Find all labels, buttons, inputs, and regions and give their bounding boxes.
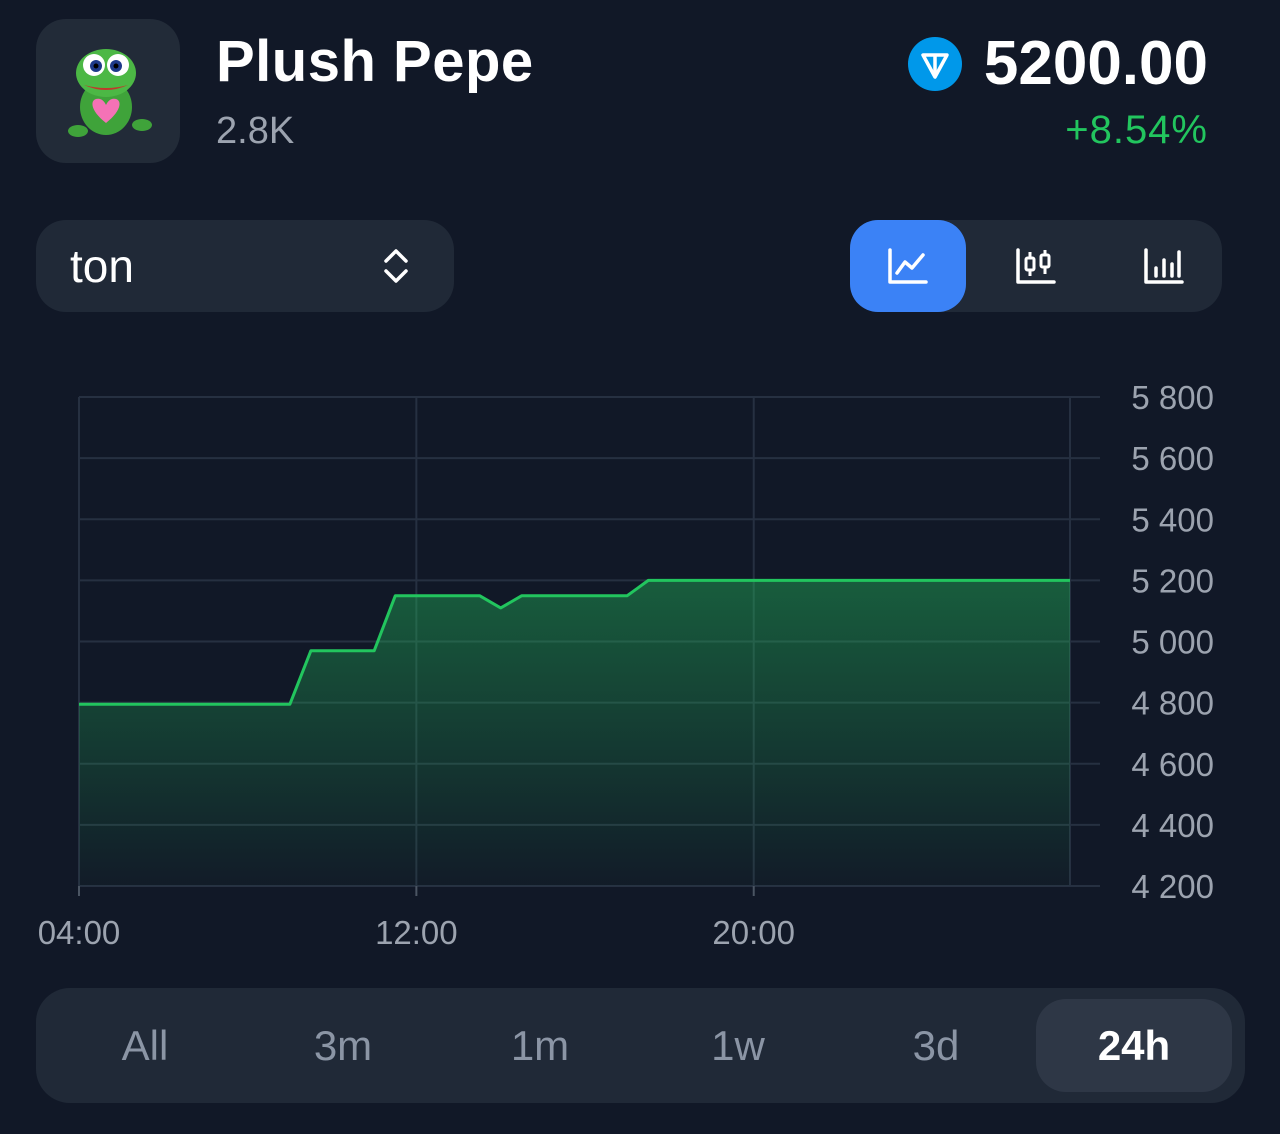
current-price: 5200.00	[983, 29, 1208, 98]
price-area-fill	[79, 580, 1070, 886]
x-tick-label: 12:00	[375, 914, 458, 951]
x-tick-label: 04:00	[38, 914, 121, 951]
range-1w-button[interactable]: 1w	[711, 1021, 765, 1069]
price-line	[79, 578, 1070, 706]
candlestick-chart-button[interactable]	[966, 220, 1106, 312]
y-tick-label: 4 400	[1131, 807, 1214, 844]
y-tick-label: 5 400	[1131, 501, 1214, 538]
line-chart-button[interactable]	[850, 220, 966, 312]
currency-selector-value: ton	[70, 240, 134, 292]
y-tick-label: 5 600	[1131, 440, 1214, 477]
range-all-button[interactable]: All	[121, 1021, 169, 1069]
range-1m-button[interactable]: 1m	[510, 1021, 570, 1069]
price-display: 5200.00	[907, 28, 1208, 99]
currency-selector[interactable]: ton	[36, 220, 454, 312]
y-tick-label: 5 000	[1131, 624, 1214, 661]
y-tick-label: 4 600	[1131, 746, 1214, 783]
collection-title: Plush Pepe	[216, 29, 534, 94]
bar-chart-icon	[1144, 248, 1184, 284]
line-chart-icon	[888, 248, 928, 284]
collection-count: 2.8K	[216, 110, 295, 152]
y-tick-label: 5 800	[1131, 379, 1214, 416]
ton-icon	[907, 36, 962, 91]
time-range-selector: All 3m 1m 1w 3d 24h	[36, 988, 1245, 1103]
chart-type-toggle	[850, 220, 1222, 312]
range-3m-button[interactable]: 3m	[313, 1021, 373, 1069]
x-tick-label: 20:00	[712, 914, 795, 951]
price-change: +8.54%	[1065, 108, 1208, 152]
candlestick-icon	[1016, 248, 1056, 284]
price-chart-svg: 5 800 5 600 5 400 5 200 5 000 4 800 4 600 4 400…	[38, 379, 1214, 951]
collection-avatar	[36, 19, 180, 163]
price-chart[interactable]: 5 800 5 600 5 400 5 200 5 000 4 800 4 600 4 400…	[0, 370, 1280, 970]
range-3d-button[interactable]: 3d	[912, 1021, 960, 1069]
y-tick-label: 4 200	[1131, 868, 1214, 905]
bar-chart-button[interactable]	[1106, 220, 1222, 312]
y-tick-label: 5 200	[1131, 562, 1214, 599]
pepe-frog-icon	[68, 49, 152, 137]
range-24h-button[interactable]: 24h	[1036, 999, 1232, 1092]
up-down-chevron-icon	[384, 249, 408, 283]
y-tick-label: 4 800	[1131, 685, 1214, 722]
